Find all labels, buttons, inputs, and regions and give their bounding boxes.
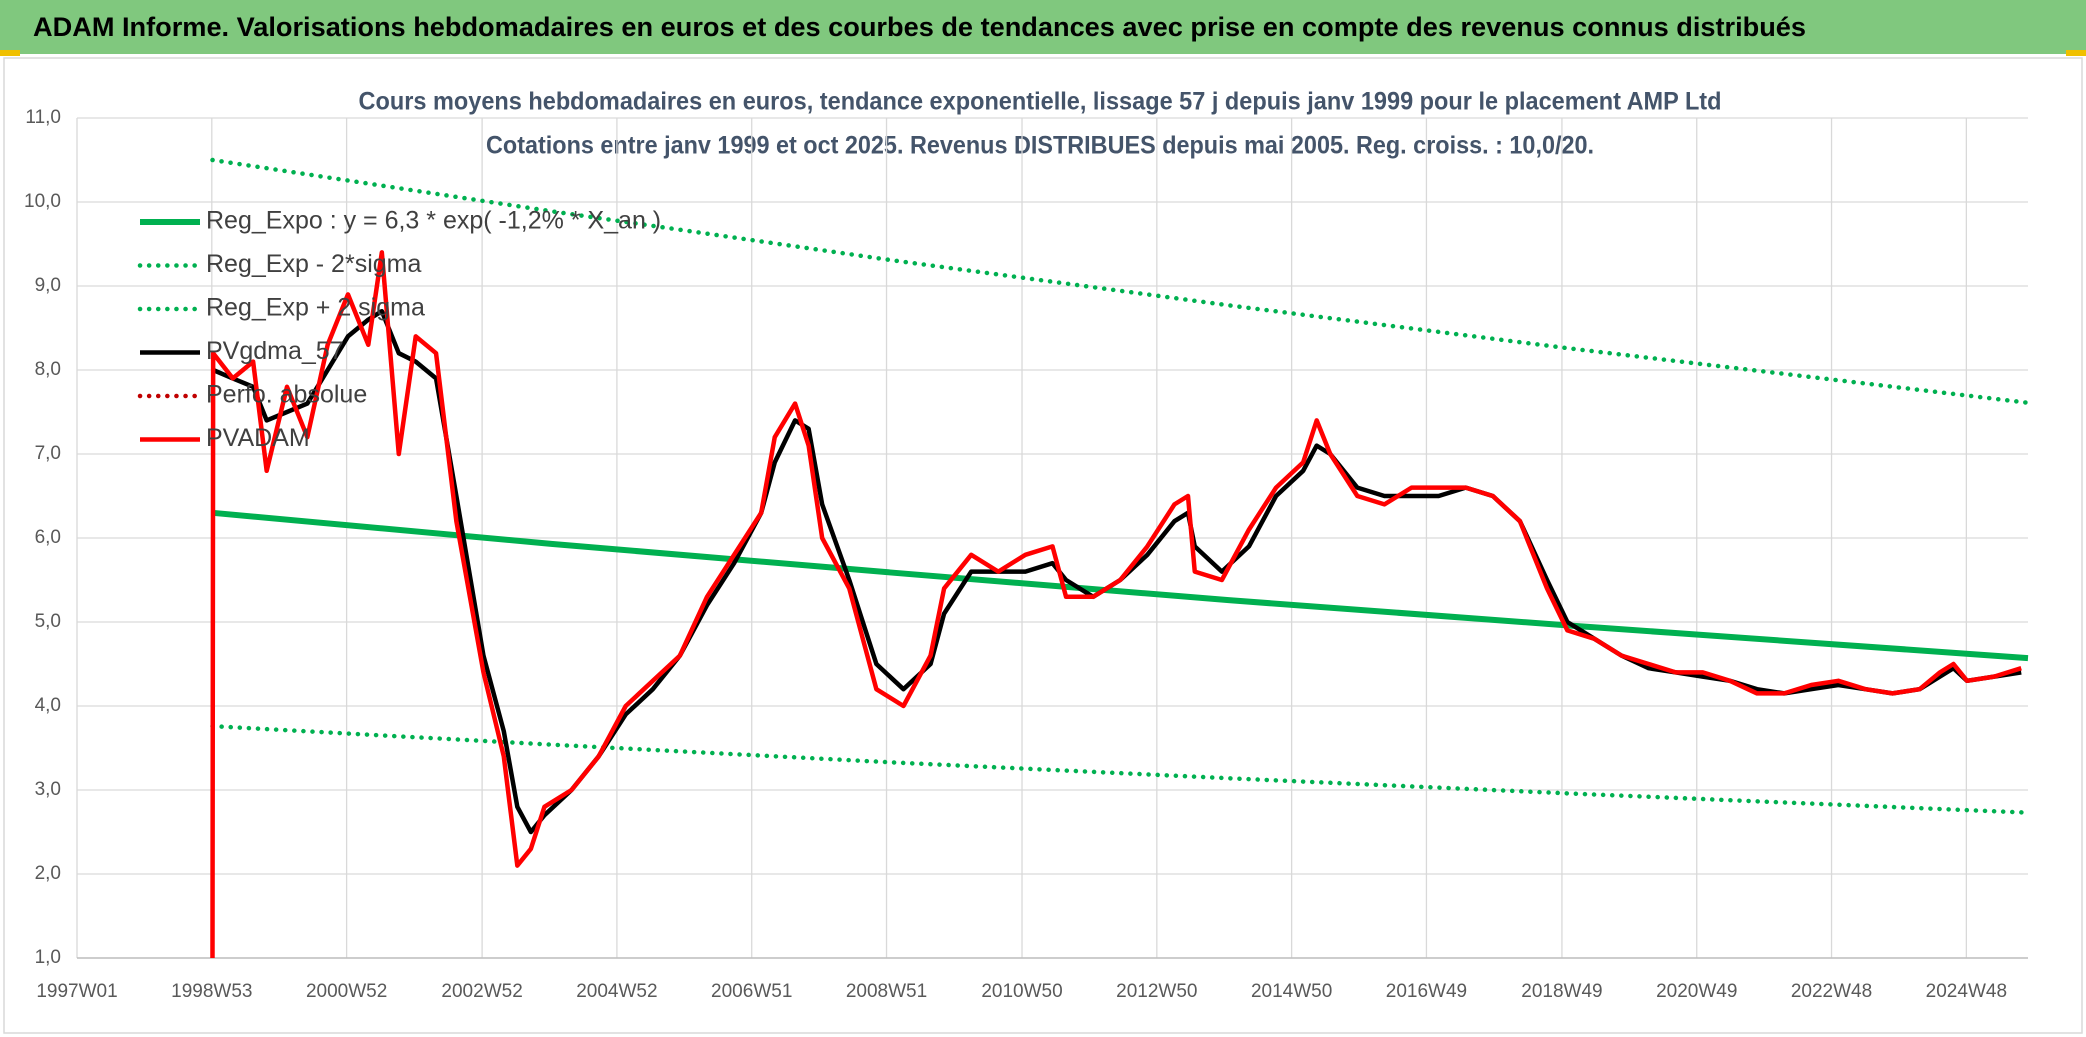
chart-subtitle: Cotations entre janv 1999 et oct 2025. R…: [486, 132, 1594, 160]
legend-label: Perfo. absolue: [206, 381, 367, 409]
corner-mark: [2066, 50, 2086, 56]
y-tick-label: 1,0: [35, 947, 61, 968]
x-tick-label: 2014W50: [1251, 981, 1332, 1002]
legend-label: Reg_Expo : y = 6,3 * exp( -1,2% * X_an ): [206, 207, 661, 235]
legend-label: Reg_Exp + 2 sigma: [206, 294, 425, 322]
y-tick-label: 5,0: [35, 611, 61, 632]
chart-title: Cours moyens hebdomadaires en euros, ten…: [359, 88, 1722, 116]
x-tick-label: 2020W49: [1656, 981, 1737, 1002]
series-line: [210, 157, 2031, 406]
y-tick-label: 2,0: [35, 863, 61, 884]
x-tick-label: 2018W49: [1521, 981, 1602, 1002]
y-tick-label: 3,0: [35, 779, 61, 800]
x-tick-label: 2012W50: [1116, 981, 1197, 1002]
y-tick-label: 9,0: [35, 275, 61, 296]
y-tick-label: 11,0: [25, 107, 61, 128]
legend: Reg_Expo : y = 6,3 * exp( -1,2% * X_an )…: [137, 207, 661, 452]
legend-label: Reg_Exp - 2*sigma: [206, 250, 421, 278]
plot-area: [210, 157, 2031, 959]
series-line: [210, 723, 2031, 815]
x-tick-label: 2002W52: [441, 981, 522, 1002]
grid: 1,0 2,0 3,0 4,0 5,0 6,0 7,0 8,0 9,0 10,0 11,0 1997W…: [24, 107, 2028, 1002]
legend-label: PVgdma_57: [206, 337, 344, 365]
x-tick-label: 2022W48: [1791, 981, 1872, 1002]
x-tick-label: 2004W52: [576, 981, 657, 1002]
x-tick-label: 2016W49: [1386, 981, 1467, 1002]
series-line: [212, 509, 2029, 662]
x-tick-label: 2008W51: [846, 981, 927, 1002]
header-bar: [0, 0, 2086, 54]
x-tick-label: 2000W52: [306, 981, 387, 1002]
y-tick-label: 7,0: [35, 443, 61, 464]
x-tick-label: 1997W01: [36, 981, 117, 1002]
y-tick-label: 10,0: [24, 191, 61, 212]
chart-frame: [3, 57, 2083, 1034]
y-tick-label: 4,0: [35, 695, 61, 716]
x-tick-label: 2006W51: [711, 981, 792, 1002]
x-tick-label: 2024W48: [1926, 981, 2007, 1002]
legend-label: PVADAM: [206, 424, 310, 452]
x-tick-label: 1998W53: [171, 981, 252, 1002]
page-header: ADAM Informe. Valorisations hebdomadaire…: [33, 12, 1806, 42]
series-line: [210, 250, 2022, 959]
y-tick-label: 6,0: [35, 527, 61, 548]
x-tick-label: 2010W50: [981, 981, 1062, 1002]
corner-mark: [0, 50, 20, 56]
y-tick-label: 8,0: [35, 359, 61, 380]
